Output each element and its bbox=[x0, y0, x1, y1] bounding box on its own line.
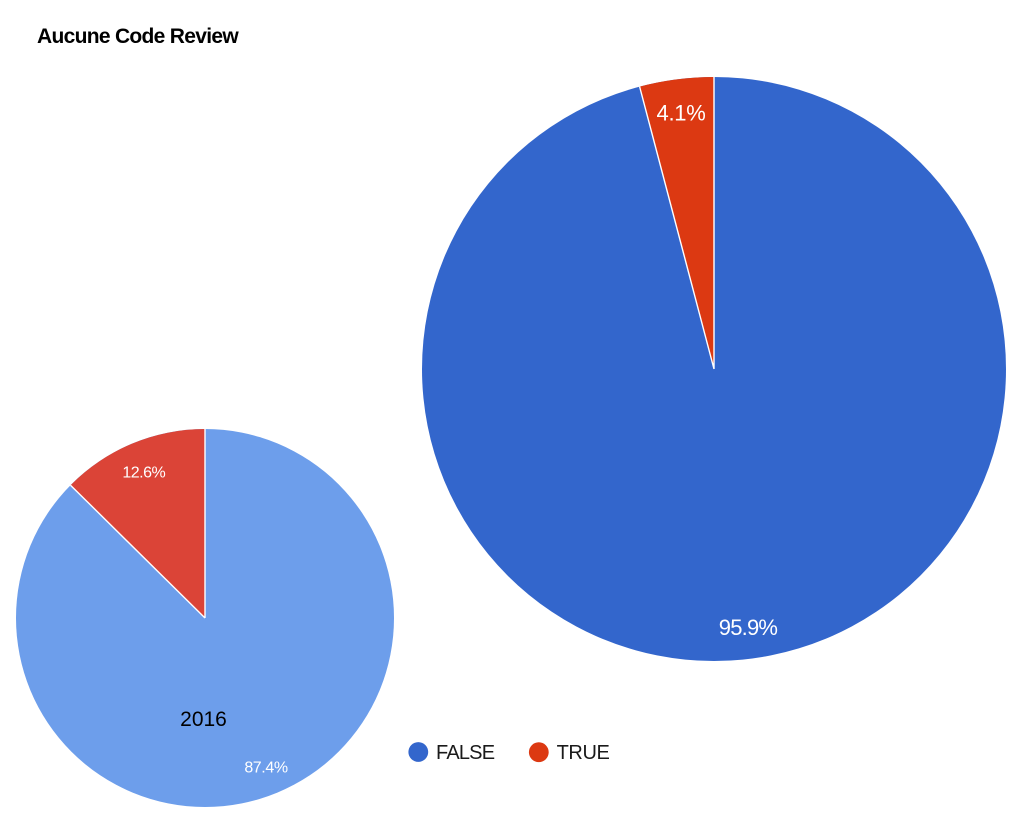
svg-text:TRUE: TRUE bbox=[557, 742, 610, 764]
svg-text:12.6%: 12.6% bbox=[122, 465, 165, 482]
svg-text:Aucune Code Review: Aucune Code Review bbox=[37, 25, 239, 48]
svg-text:95.9%: 95.9% bbox=[719, 615, 778, 640]
svg-text:FALSE: FALSE bbox=[436, 742, 495, 764]
svg-text:87.4%: 87.4% bbox=[244, 760, 288, 777]
svg-text:4.1%: 4.1% bbox=[657, 101, 706, 126]
svg-text:2016: 2016 bbox=[180, 708, 227, 731]
